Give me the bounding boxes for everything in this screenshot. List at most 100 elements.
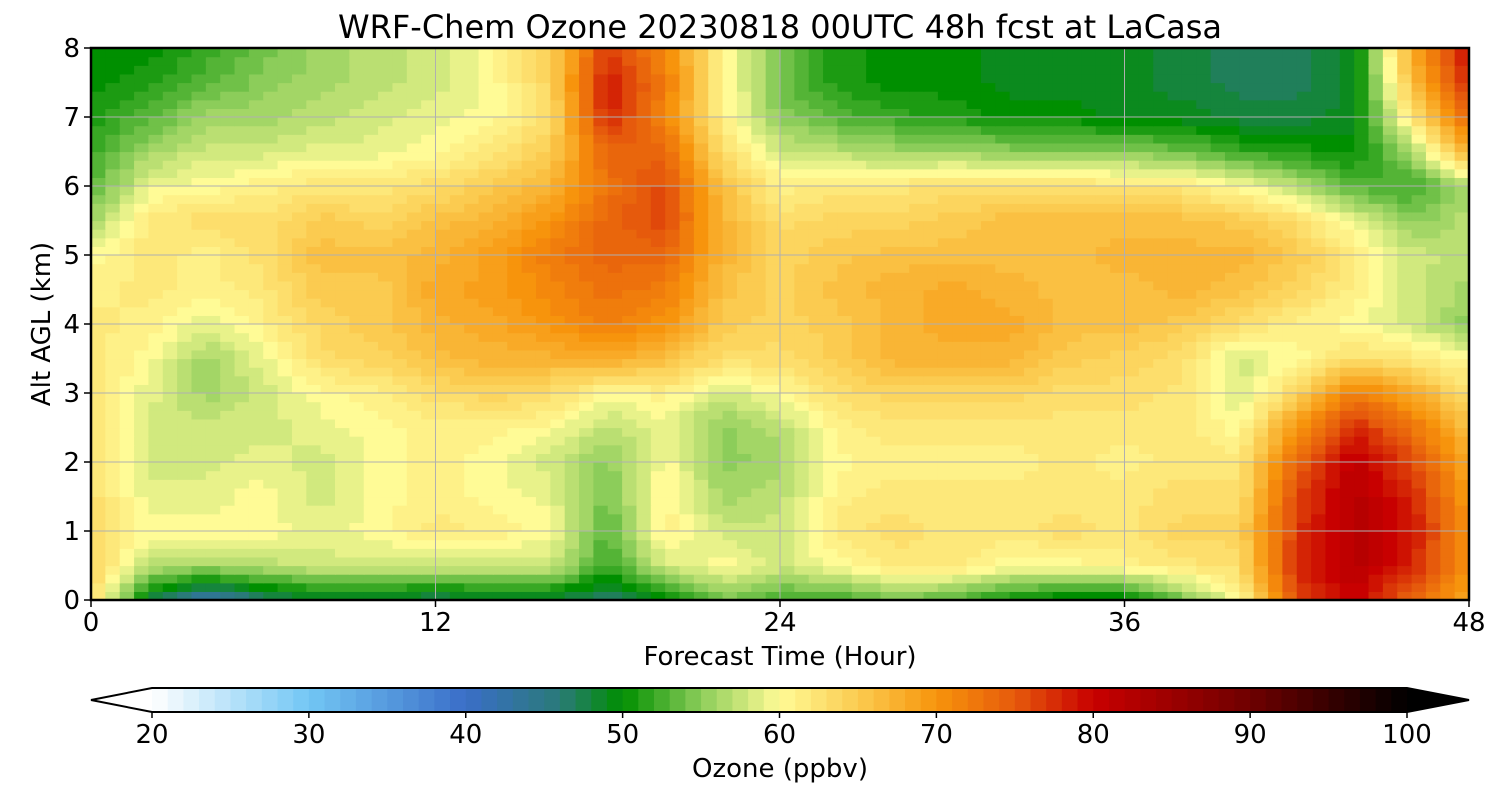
heatmap-cell (1368, 263, 1384, 273)
heatmap-cell (1138, 177, 1154, 187)
heatmap-cell (564, 401, 580, 411)
heatmap-cell (91, 531, 106, 541)
heatmap-cell (1138, 479, 1154, 489)
heatmap-cell (492, 462, 508, 472)
heatmap-cell (1196, 306, 1212, 316)
heatmap-cell (1095, 565, 1111, 575)
heatmap-cell (162, 289, 178, 299)
heatmap-cell (708, 522, 724, 532)
heatmap-cell (320, 220, 336, 230)
heatmap-cell (1454, 229, 1470, 239)
heatmap-cell (1397, 375, 1413, 385)
heatmap-cell (923, 151, 939, 161)
heatmap-cell (1397, 349, 1413, 360)
heatmap-cell (507, 306, 523, 316)
heatmap-cell (636, 168, 652, 178)
heatmap-cell (564, 341, 580, 351)
heatmap-cell (492, 229, 508, 239)
heatmap-cell (507, 203, 523, 213)
heatmap-cell (808, 582, 824, 592)
heatmap-cell (1167, 582, 1183, 592)
heatmap-cell (1153, 591, 1169, 601)
heatmap-cell (1411, 272, 1427, 282)
heatmap-cell (708, 505, 724, 515)
heatmap-cell (1397, 574, 1413, 584)
heatmap-cell (134, 306, 150, 316)
heatmap-cell (909, 548, 925, 558)
heatmap-cell (1210, 237, 1226, 247)
heatmap-cell (1440, 470, 1456, 480)
heatmap-cell (665, 556, 681, 567)
heatmap-cell (1024, 298, 1039, 308)
heatmap-cell (1339, 375, 1355, 385)
heatmap-cell (277, 168, 293, 178)
heatmap-cell (923, 462, 939, 472)
heatmap-cell (995, 194, 1011, 204)
heatmap-cell (234, 470, 250, 480)
heatmap-cell (148, 255, 164, 265)
heatmap-cell (980, 410, 996, 420)
heatmap-cell (1253, 539, 1269, 549)
heatmap-cell (277, 272, 293, 282)
heatmap-cell (794, 444, 810, 454)
heatmap-cell (1397, 263, 1413, 273)
heatmap-cell (535, 177, 551, 187)
heatmap-cell (823, 358, 839, 368)
heatmap-cell (1397, 324, 1413, 334)
heatmap-cell (1339, 349, 1355, 360)
heatmap-cell (378, 410, 394, 420)
heatmap-cell (794, 151, 810, 161)
heatmap-cell (1052, 237, 1068, 247)
heatmap-cell (1440, 479, 1456, 489)
heatmap-cell (650, 591, 666, 601)
heatmap-cell (679, 298, 695, 308)
heatmap-cell (205, 358, 221, 368)
heatmap-cell (1067, 427, 1083, 437)
heatmap-cell (823, 556, 839, 567)
heatmap-cell (808, 220, 824, 230)
heatmap-cell (866, 203, 882, 213)
heatmap-cell (248, 263, 264, 273)
heatmap-cell (1325, 556, 1341, 567)
heatmap-cell (1196, 263, 1212, 273)
heatmap-cell (564, 289, 580, 299)
heatmap-cell (1239, 496, 1255, 506)
heatmap-cell (435, 298, 451, 308)
heatmap-cell (564, 444, 580, 454)
heatmap-cell (277, 418, 293, 429)
heatmap-cell (1224, 444, 1240, 454)
heatmap-cell (1024, 410, 1039, 420)
heatmap-cell (650, 246, 666, 256)
heatmap-cell (277, 349, 293, 360)
heatmap-cell (148, 556, 164, 567)
heatmap-cell (1124, 375, 1140, 385)
heatmap-cell (607, 220, 623, 230)
heatmap-cell (837, 539, 853, 549)
heatmap-cell (909, 255, 925, 265)
heatmap-cell (105, 332, 121, 342)
heatmap-cell (966, 548, 982, 558)
heatmap-cell (234, 556, 250, 567)
heatmap-cell (851, 349, 867, 360)
heatmap-cell (162, 324, 178, 334)
heatmap-cell (823, 280, 839, 291)
heatmap-cell (693, 358, 709, 368)
heatmap-cell (1440, 548, 1456, 558)
heatmap-cell (880, 479, 896, 489)
heatmap-cell (1224, 186, 1240, 196)
heatmap-cell (91, 211, 106, 222)
heatmap-cell (105, 177, 121, 187)
heatmap-cell (1095, 194, 1111, 204)
heatmap-cell (1440, 168, 1456, 178)
heatmap-cell (808, 375, 824, 385)
heatmap-cell (966, 272, 982, 282)
heatmap-cell (1124, 513, 1140, 523)
heatmap-cell (421, 582, 437, 592)
heatmap-cell (191, 289, 207, 299)
heatmap-cell (693, 436, 709, 446)
heatmap-cell (1153, 487, 1169, 498)
heatmap-cell (105, 453, 121, 463)
heatmap-cell (378, 393, 394, 403)
heatmap-cell (162, 332, 178, 342)
heatmap-cell (320, 401, 336, 411)
